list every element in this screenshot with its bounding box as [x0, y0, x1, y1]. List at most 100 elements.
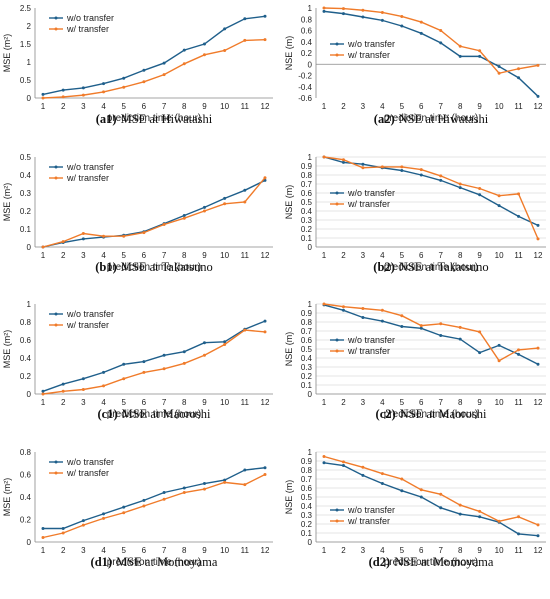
x-tick-label: 3: [81, 546, 86, 555]
data-point: [243, 38, 247, 42]
x-tick-label: 7: [439, 102, 444, 111]
y-tick-label: 0.3: [20, 189, 32, 198]
x-axis-label: prediction time (hour): [107, 409, 201, 420]
data-point: [122, 234, 126, 238]
data-point: [41, 389, 45, 393]
legend-marker: [335, 202, 339, 206]
x-tick-label: 9: [202, 251, 207, 260]
y-tick-label: 0.6: [20, 336, 32, 345]
y-tick-label: 0.6: [301, 27, 313, 36]
data-point: [102, 512, 106, 516]
data-point: [380, 482, 384, 485]
data-point: [41, 536, 45, 539]
data-point: [122, 505, 126, 509]
y-tick-label: 0.2: [301, 372, 313, 381]
y-tick-label: 2.5: [20, 4, 32, 13]
y-tick-label: 0: [27, 390, 32, 399]
y-tick-label: 0.2: [301, 520, 313, 529]
y-tick-label: 0.7: [301, 180, 313, 189]
data-point: [322, 9, 326, 13]
x-tick-label: 11: [514, 398, 523, 407]
x-tick-label: 4: [101, 251, 106, 260]
x-tick-label: 9: [202, 546, 207, 555]
data-point: [341, 160, 345, 164]
x-tick-label: 6: [419, 251, 424, 260]
data-point: [202, 42, 206, 46]
chart-b1: 00.10.20.30.40.51 2 3 4 5 6 7 8 9 10 11 12predictio…: [2, 153, 273, 274]
y-tick-label: 0.5: [301, 198, 313, 207]
data-point: [439, 322, 443, 326]
data-point: [536, 346, 540, 350]
legend-marker: [54, 471, 58, 475]
data-point: [361, 8, 365, 12]
x-tick-label: 4: [101, 546, 106, 555]
data-point: [162, 223, 166, 226]
caption-text: NSE at Hiwatashi: [399, 112, 489, 126]
data-point: [517, 352, 521, 356]
legend-marker: [54, 323, 58, 327]
y-tick-label: 0.3: [301, 363, 313, 372]
data-point: [419, 31, 423, 35]
x-tick-label: 10: [495, 546, 504, 555]
y-tick-label: 0.4: [20, 171, 32, 180]
data-point: [517, 192, 521, 196]
data-point: [341, 464, 345, 467]
legend-label: w/o transfer: [66, 309, 114, 319]
data-point: [142, 231, 146, 235]
data-point: [458, 512, 462, 516]
x-tick-label: 8: [182, 398, 187, 407]
x-tick-label: 1: [41, 398, 46, 407]
data-point: [142, 370, 146, 374]
y-tick-label: 0.5: [20, 76, 32, 85]
y-tick-label: -0.2: [298, 72, 312, 81]
panel-caption: (c2) NSE at Maoroshi: [376, 407, 487, 421]
x-axis-label: prediction time (hour): [107, 262, 201, 273]
series-line-without-transfer: [42, 15, 266, 96]
chart-c1: 00.20.40.60.811 2 3 4 5 6 7 8 9 10 11 12prediction …: [2, 300, 273, 421]
data-point: [341, 308, 345, 312]
y-tick-label: 0.3: [301, 216, 313, 225]
series-line-with-transfer: [42, 177, 266, 248]
data-point: [322, 6, 326, 10]
data-point: [243, 328, 247, 332]
y-tick-label: 0.5: [301, 493, 313, 502]
data-point: [497, 194, 501, 198]
x-tick-label: 8: [182, 102, 187, 111]
data-point: [223, 478, 227, 482]
data-point: [380, 11, 384, 14]
legend-label: w/ transfer: [66, 24, 109, 34]
x-tick-label: 12: [261, 546, 270, 555]
data-point: [400, 14, 404, 18]
data-point: [497, 343, 501, 347]
x-tick-label: 6: [419, 546, 424, 555]
x-tick-label: 5: [122, 546, 127, 555]
data-point: [41, 392, 45, 396]
data-point: [439, 41, 443, 45]
panel-caption: (d2) NSE at Momoyama: [369, 555, 494, 569]
x-tick-label: 10: [495, 102, 504, 111]
y-tick-label: 0.8: [20, 448, 32, 457]
data-point: [81, 519, 85, 523]
caption-id: (c1): [97, 407, 117, 421]
panel-caption: (b2) NSE at Takatsuno: [373, 260, 488, 274]
data-point: [182, 214, 186, 217]
x-tick-label: 12: [261, 102, 270, 111]
data-point: [478, 330, 482, 334]
data-point: [182, 361, 186, 365]
data-point: [81, 93, 85, 97]
x-tick-label: 3: [81, 102, 86, 111]
legend-label: w/ transfer: [66, 320, 109, 330]
data-point: [322, 302, 326, 306]
x-tick-label: 5: [400, 102, 405, 111]
x-tick-label: 7: [162, 398, 167, 407]
x-tick-label: 6: [142, 102, 147, 111]
legend-label: w/o transfer: [66, 13, 114, 23]
data-point: [536, 237, 540, 241]
data-point: [497, 71, 501, 75]
y-tick-label: 0.4: [20, 354, 32, 363]
x-tick-label: 9: [477, 546, 482, 555]
legend-marker: [54, 460, 58, 464]
legend-marker: [335, 508, 339, 512]
